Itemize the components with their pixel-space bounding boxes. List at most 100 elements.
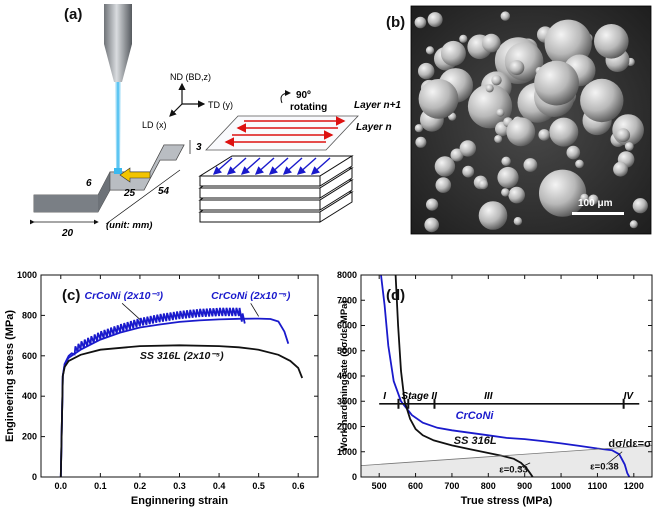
powder-particle bbox=[424, 217, 440, 233]
powder-particle bbox=[506, 117, 536, 147]
axis-td-label: TD (y) bbox=[208, 100, 233, 110]
powder-particle bbox=[513, 217, 523, 226]
y-tick-label: 200 bbox=[22, 432, 37, 442]
powder-particle bbox=[450, 148, 464, 162]
rotation-arrow bbox=[280, 90, 291, 104]
powder-particle bbox=[613, 161, 628, 177]
powder-particle bbox=[523, 158, 538, 172]
powder-particle bbox=[426, 198, 439, 211]
laser-nozzle-body bbox=[104, 4, 132, 44]
x-tick-label: 1100 bbox=[588, 481, 608, 491]
x-tick-label: 600 bbox=[408, 481, 423, 491]
dim-25: 25 bbox=[123, 188, 136, 199]
y-tick-label: 5000 bbox=[337, 346, 357, 356]
panel-label-a: (a) bbox=[64, 6, 83, 23]
stage-label: I bbox=[383, 391, 386, 402]
laser-beam bbox=[115, 82, 121, 168]
powder-particle bbox=[427, 12, 443, 28]
series-line-2 bbox=[59, 344, 304, 477]
laser-nozzle-cone bbox=[104, 44, 132, 82]
x-tick-label: 800 bbox=[481, 481, 496, 491]
axis-nd-label: ND (BD,z) bbox=[170, 72, 211, 82]
powder-particle bbox=[588, 194, 599, 205]
powder-particle bbox=[467, 84, 513, 129]
x-tick-label: 0.5 bbox=[252, 481, 265, 491]
y-tick-label: 6000 bbox=[337, 321, 357, 331]
powder-particles bbox=[414, 11, 648, 233]
y-tick-label: 0 bbox=[352, 472, 357, 482]
x-axis-label: True stress (MPa) bbox=[461, 495, 553, 507]
layer-top-label: Layer n+1 bbox=[354, 100, 401, 111]
panel-b-sem-image: 100 μm bbox=[410, 5, 652, 235]
rotation-degree-label: 90º bbox=[296, 90, 311, 101]
annotation-crconi-fast: CrCoNi (2x10⁻³) bbox=[85, 290, 164, 302]
series-line-2 bbox=[361, 445, 652, 466]
annotation-strain-ss: ε=0.33 bbox=[499, 465, 528, 476]
powder-particle bbox=[414, 16, 427, 29]
y-tick-label: 2000 bbox=[337, 422, 357, 432]
powder-particle bbox=[575, 159, 584, 169]
stage-label: Stage II bbox=[401, 391, 437, 402]
y-tick-label: 8000 bbox=[337, 270, 357, 280]
series-line-1 bbox=[394, 275, 534, 477]
powder-particle bbox=[501, 188, 510, 197]
powder-particle bbox=[612, 114, 644, 146]
powder-particle bbox=[508, 186, 525, 204]
y-tick-label: 1000 bbox=[17, 270, 37, 280]
scan-direction-arrow bbox=[119, 167, 151, 183]
plot-frame bbox=[40, 274, 319, 478]
x-tick-label: 1000 bbox=[551, 481, 571, 491]
powder-particle bbox=[459, 140, 476, 157]
powder-particle bbox=[478, 179, 489, 190]
y-axis-label: Work hardening rate (dσ/dε, MPa) bbox=[339, 300, 350, 451]
powder-particle bbox=[434, 156, 456, 177]
powder-particle bbox=[435, 177, 452, 193]
powder-particle bbox=[534, 60, 579, 106]
powder-particle bbox=[459, 34, 468, 43]
panel-c-chart: 0.0 0.1 0.2 0.3 0.4 0.5 0.6 0 200 400 600 800 1000 En… bbox=[4, 270, 319, 507]
annotation-crconi-slow: CrCoNi (2x10⁻⁵) bbox=[211, 290, 291, 302]
powder-particle bbox=[616, 128, 631, 143]
axis-ld-label: LD (x) bbox=[142, 120, 167, 130]
powder-particle bbox=[500, 11, 510, 21]
y-axis-label: Engineering stress (MPa) bbox=[4, 310, 16, 442]
powder-particle bbox=[440, 40, 466, 66]
powder-particle bbox=[418, 79, 459, 119]
x-tick-label: 0.0 bbox=[55, 481, 68, 491]
powder-particle bbox=[418, 62, 435, 80]
y-tick-label: 800 bbox=[22, 310, 37, 320]
pointer-crconi-slow bbox=[250, 303, 259, 317]
plot-area bbox=[59, 307, 304, 477]
powder-particle bbox=[425, 46, 435, 55]
y-tick-label: 3000 bbox=[337, 396, 357, 406]
panel-label-d: (d) bbox=[386, 287, 406, 304]
unit-label: (unit: mm) bbox=[106, 220, 152, 231]
panel-label-c: (c) bbox=[62, 287, 81, 304]
y-tick-label: 1000 bbox=[337, 447, 357, 457]
layer-bottom-label: Layer n bbox=[356, 122, 392, 133]
pointer-strain-crconi bbox=[606, 451, 623, 465]
x-tick-label: 0.1 bbox=[94, 481, 107, 491]
stage-label: III bbox=[484, 391, 493, 402]
x-tick-label: 1200 bbox=[624, 481, 644, 491]
y-tick-label: 400 bbox=[22, 391, 37, 401]
annotation-ss316l: SS 316L (2x10⁻⁵) bbox=[140, 350, 224, 362]
powder-particle bbox=[580, 78, 624, 123]
stage-label: IV bbox=[624, 391, 635, 402]
powder-particle bbox=[494, 135, 503, 143]
panel-label-b: (b) bbox=[386, 14, 406, 31]
x-tick-label: 0.3 bbox=[173, 481, 186, 491]
layer-n-scan-arrows bbox=[212, 157, 331, 175]
series-line-0 bbox=[59, 307, 246, 477]
x-tick-label: 900 bbox=[517, 481, 532, 491]
x-tick-label: 0.6 bbox=[292, 481, 305, 491]
powder-particle bbox=[538, 129, 550, 141]
rotation-word-label: rotating bbox=[290, 102, 327, 113]
x-tick-label: 500 bbox=[372, 481, 387, 491]
pointer-strain-ss bbox=[517, 462, 531, 470]
y-tick-label: 600 bbox=[22, 351, 37, 361]
powder-particle bbox=[485, 84, 494, 93]
annotation-strain-crconi: ε=0.38 bbox=[590, 461, 619, 472]
plot-area bbox=[361, 275, 652, 477]
sem-scalebar bbox=[572, 212, 624, 215]
